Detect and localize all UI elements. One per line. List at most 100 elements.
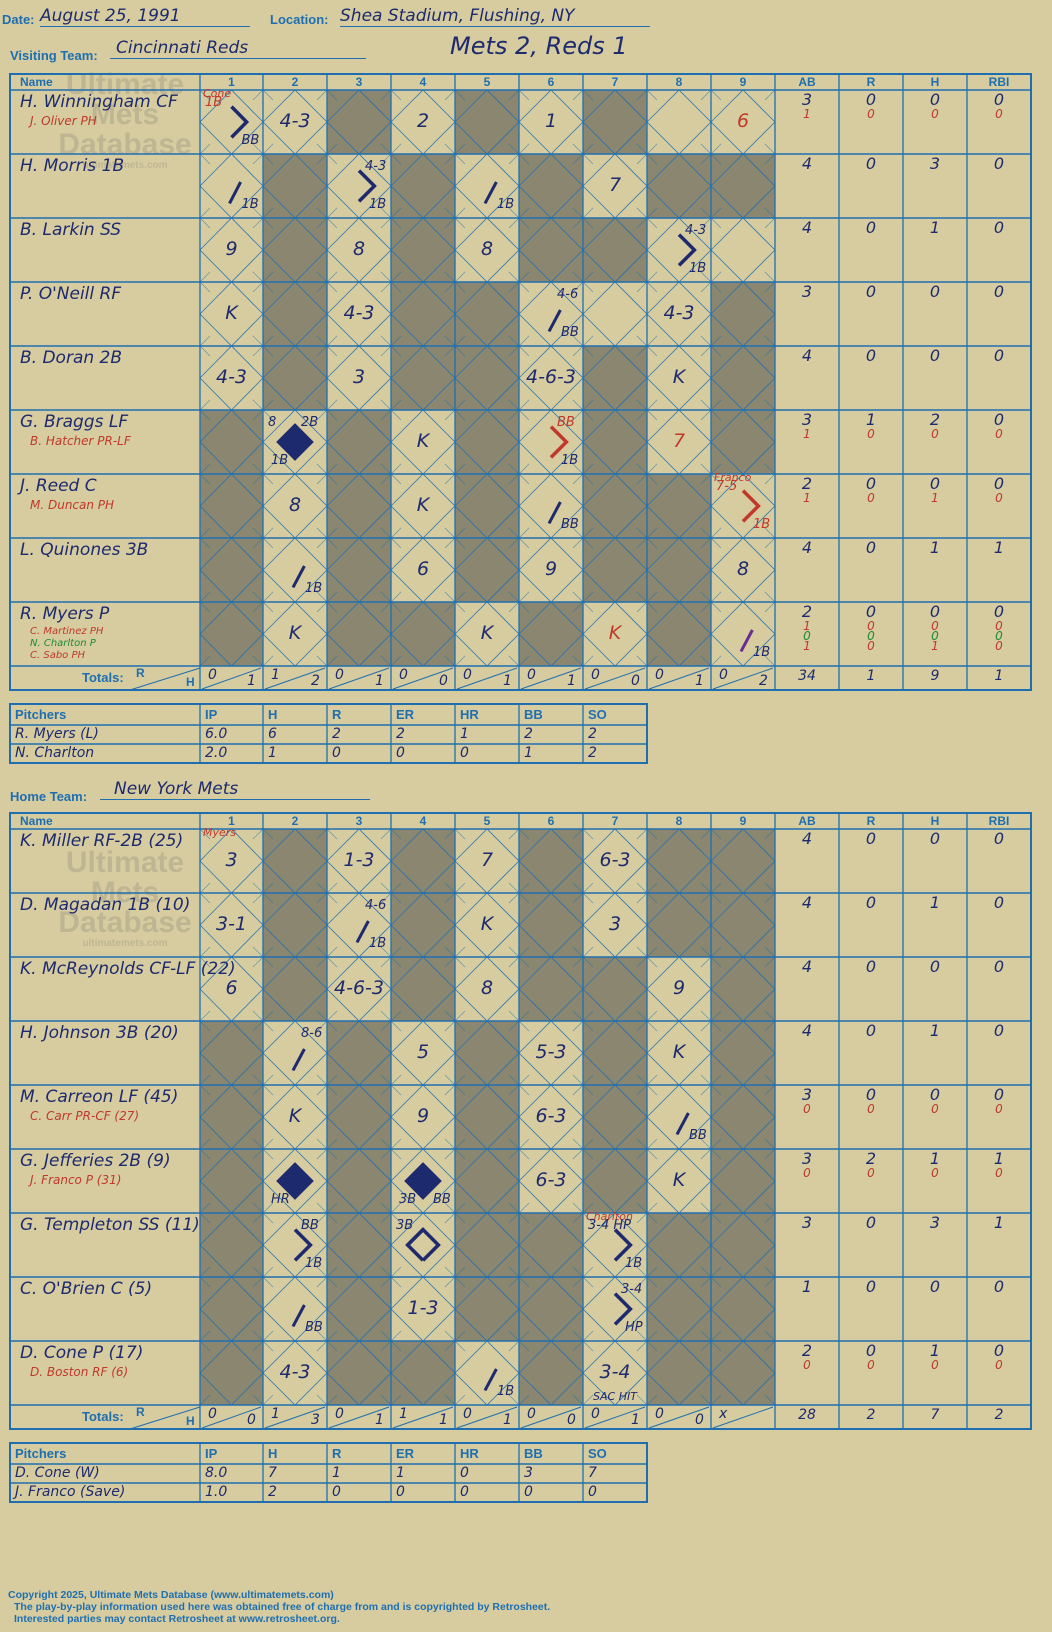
cell-corner-lines xyxy=(582,153,648,219)
cell-corner-lines xyxy=(390,281,456,347)
inning-cell xyxy=(583,218,647,282)
inning-cell xyxy=(455,1277,519,1341)
inning-total-divider xyxy=(712,1406,774,1429)
cell-corner-lines xyxy=(390,473,456,539)
play-notation: K xyxy=(672,1169,686,1191)
cell-corner-lines xyxy=(199,892,264,958)
substitute-name: J. Oliver PH xyxy=(30,114,97,128)
player-name: H. Johnson 3B (20) xyxy=(20,1023,179,1043)
cell-corner-lines xyxy=(710,892,776,958)
base-hit-line xyxy=(291,1304,306,1328)
cell-corner-lines xyxy=(646,281,712,347)
inning-header-5: 5 xyxy=(483,814,491,828)
inning-cell xyxy=(519,218,583,282)
cell-corner-lines xyxy=(326,409,392,475)
inning-cell xyxy=(263,957,327,1021)
base-path xyxy=(741,489,761,523)
player-stat: 0 xyxy=(995,629,1003,643)
inning-header-2: 2 xyxy=(291,814,299,828)
play-notation: 1B xyxy=(369,936,387,951)
inning-runs-total: 0 xyxy=(208,667,217,683)
cell-corner-lines xyxy=(582,1148,648,1214)
cell-corner-lines xyxy=(199,409,264,475)
player-stat: 0 xyxy=(931,1166,939,1180)
pitcher-stat: 1 xyxy=(524,745,533,761)
play-notation: 3-4 xyxy=(621,1282,643,1297)
inning-cell xyxy=(200,538,263,602)
cell-corner-lines xyxy=(646,409,712,475)
cell-corner-lines xyxy=(454,1020,520,1086)
inning-header-9: 9 xyxy=(739,75,747,89)
play-notation: HP xyxy=(625,1320,643,1335)
pitcher-stat: 7 xyxy=(268,1465,277,1481)
cell-corner-lines xyxy=(199,89,264,155)
player-stat: 3 xyxy=(801,1149,813,1168)
stat-header-ab: AB xyxy=(798,814,816,828)
cell-corner-lines xyxy=(646,1020,712,1086)
inning-hits-total: 1 xyxy=(631,1412,640,1428)
pitchers-header-so: SO xyxy=(588,707,607,722)
pitcher-stat: 0 xyxy=(524,1484,533,1500)
inning-header-3: 3 xyxy=(355,75,363,89)
player-stat: 1 xyxy=(803,491,811,505)
inning-cell xyxy=(711,829,775,893)
player-stat: 0 xyxy=(995,1102,1003,1116)
cell-corner-lines xyxy=(390,345,456,411)
cell-corner-lines xyxy=(646,1084,712,1150)
player-stat: 0 xyxy=(993,1085,1005,1104)
play-notation: 1B xyxy=(497,1384,515,1399)
inning-cell xyxy=(391,829,455,893)
cell-corner-lines xyxy=(518,601,584,667)
cell-corner-lines xyxy=(390,1340,456,1406)
inning-cell xyxy=(200,1341,263,1405)
pitcher-stat: 1 xyxy=(268,745,277,761)
pitchers-header-bb: BB xyxy=(524,1446,543,1461)
cell-corner-lines xyxy=(390,1212,456,1278)
play-notation: 7-5 xyxy=(716,479,738,494)
cell-corner-lines xyxy=(326,281,392,347)
player-stat: 0 xyxy=(865,602,877,621)
inning-cell xyxy=(647,829,711,893)
play-notation: 1-3 xyxy=(407,1297,439,1319)
inning-cell xyxy=(455,90,519,154)
player-stat: 0 xyxy=(993,410,1005,429)
cell-corner-lines xyxy=(518,217,584,283)
inning-total-divider xyxy=(584,667,646,690)
inning-cell xyxy=(711,1213,775,1277)
inning-cell xyxy=(327,1277,391,1341)
base-hit-line xyxy=(483,1368,498,1392)
cell-corner-lines xyxy=(710,1340,776,1406)
pitchers-table-border xyxy=(9,1442,648,1503)
inning-runs-total: 1 xyxy=(271,1406,280,1422)
player-name: P. O'Neill RF xyxy=(20,284,122,304)
inning-total-divider xyxy=(264,1406,326,1429)
pitcher-stat: 0 xyxy=(460,745,469,761)
inning-cell xyxy=(519,154,583,218)
visiting-team-label: Visiting Team: xyxy=(10,48,98,63)
player-stat: 1 xyxy=(803,639,811,653)
inning-cell xyxy=(455,1213,519,1277)
pitcher-stat: 2 xyxy=(588,745,597,761)
cell-corner-lines xyxy=(646,1212,712,1278)
cell-corner-lines xyxy=(390,601,456,667)
substitute-name: J. Franco P (31) xyxy=(30,1173,122,1187)
play-notation: 8 xyxy=(480,238,494,260)
inning-cell xyxy=(263,893,327,957)
inning-header-7: 7 xyxy=(611,814,619,828)
play-notation: 1B xyxy=(689,261,707,276)
play-notation: 6-3 xyxy=(535,1169,567,1191)
inning-cell xyxy=(647,893,711,957)
inning-cell xyxy=(519,1213,583,1277)
inning-cell xyxy=(583,1021,647,1085)
player-stat: 1 xyxy=(803,427,811,441)
inning-cell xyxy=(711,893,775,957)
play-notation: 1B xyxy=(305,1256,323,1271)
team-stat-total: 9 xyxy=(930,668,940,684)
cell-corner-lines xyxy=(262,1276,328,1342)
cell-corner-lines xyxy=(646,345,712,411)
cell-corner-lines xyxy=(262,281,328,347)
player-stat: 0 xyxy=(993,1277,1005,1296)
cell-corner-lines xyxy=(326,217,392,283)
